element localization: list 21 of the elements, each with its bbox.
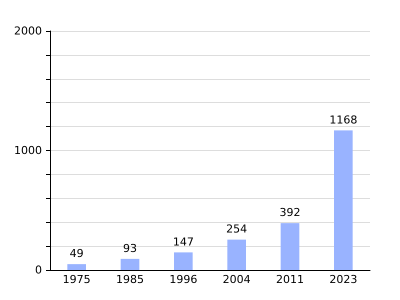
y-tick-label: 0 bbox=[35, 264, 42, 276]
bar bbox=[174, 252, 193, 270]
data-label: 93 bbox=[123, 242, 137, 255]
data-label: 1168 bbox=[329, 113, 358, 126]
bar bbox=[227, 240, 246, 270]
x-tick-label: 1975 bbox=[62, 273, 91, 286]
x-tick-label: 2004 bbox=[222, 273, 251, 286]
bar bbox=[280, 223, 300, 270]
data-label: 392 bbox=[280, 206, 300, 220]
y-tick-label: 2000 bbox=[14, 24, 42, 38]
bar bbox=[67, 264, 86, 270]
data-label: 254 bbox=[226, 222, 248, 236]
x-tick-label: 2011 bbox=[276, 273, 304, 286]
bar bbox=[120, 258, 140, 270]
bar bbox=[334, 130, 353, 270]
x-tick-label: 1996 bbox=[169, 273, 198, 286]
y-tick-label: 1000 bbox=[14, 144, 42, 157]
data-label: 147 bbox=[172, 235, 194, 248]
x-tick-label: 1985 bbox=[116, 273, 144, 286]
data-label: 49 bbox=[70, 247, 84, 260]
x-tick-label: 2023 bbox=[329, 273, 358, 286]
